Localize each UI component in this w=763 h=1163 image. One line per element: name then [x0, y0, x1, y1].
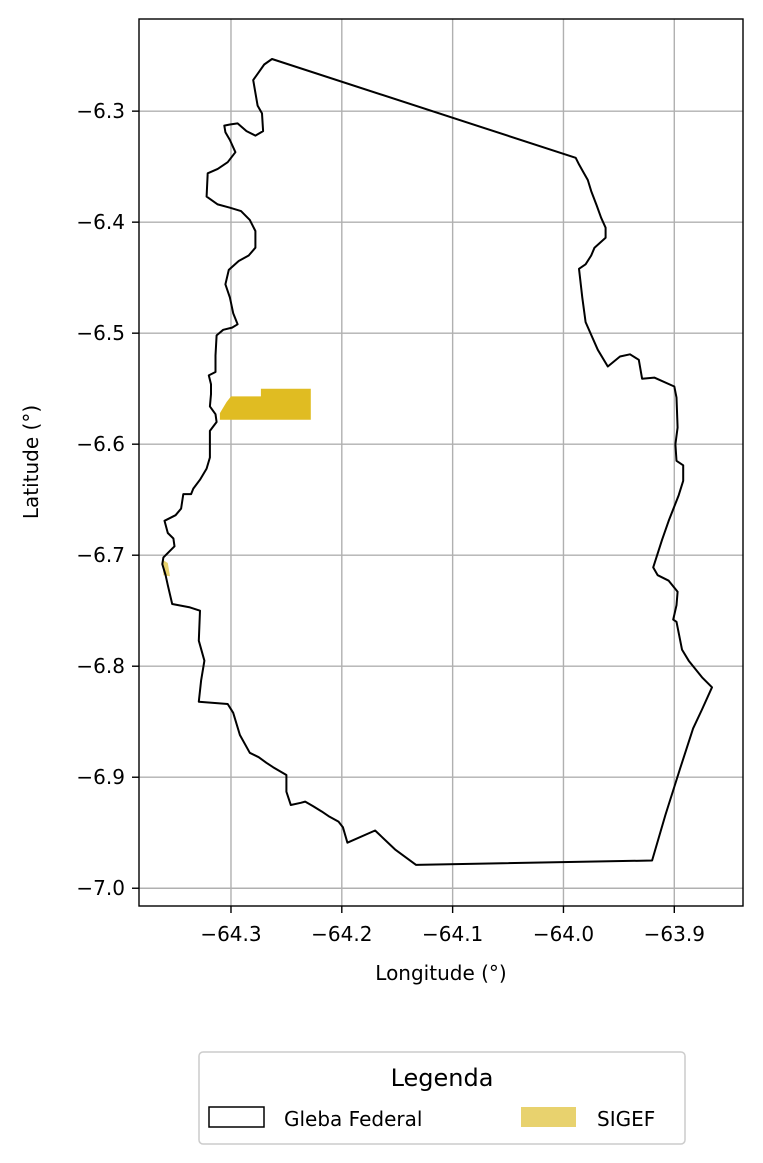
legend-label-gleba-federal: Gleba Federal	[284, 1107, 422, 1131]
y-tick-label-6: −6.9	[76, 765, 125, 789]
y-tick-label-3: −6.6	[76, 432, 125, 456]
axis-ticks: −64.3 −64.2 −64.1 −64.0 −63.9 −6.3 −6.4 −6.5 −6.…	[76, 99, 705, 946]
x-tick-label-4: −63.9	[644, 922, 705, 946]
y-tick-label-1: −6.4	[76, 210, 125, 234]
grid-lines	[139, 19, 743, 906]
plot-frame	[138, 18, 744, 907]
legend-label-sigef: SIGEF	[597, 1107, 655, 1131]
y-axis-label: Latitude (°)	[19, 405, 43, 519]
sigef-polygon-0	[219, 388, 311, 420]
y-tick-label-4: −6.7	[76, 543, 125, 567]
y-tick-label-0: −6.3	[76, 99, 125, 123]
x-axis-label: Longitude (°)	[375, 961, 506, 985]
x-tick-label-1: −64.2	[311, 922, 372, 946]
x-tick-label-3: −64.0	[533, 922, 594, 946]
legend-swatch-sigef	[521, 1107, 576, 1127]
x-tick-label-0: −64.3	[200, 922, 261, 946]
y-tick-label-2: −6.5	[76, 321, 125, 345]
y-tick-label-7: −7.0	[76, 876, 125, 900]
y-tick-label-5: −6.8	[76, 654, 125, 678]
legend-title: Legenda	[391, 1064, 494, 1092]
x-tick-label-2: −64.1	[422, 922, 483, 946]
legend: Legenda Gleba Federal SIGEF	[198, 1051, 686, 1145]
legend-swatch-gleba-federal	[208, 1106, 265, 1128]
gleba-federal-outline	[161, 58, 713, 866]
gleba-federal-polygon	[161, 58, 713, 866]
